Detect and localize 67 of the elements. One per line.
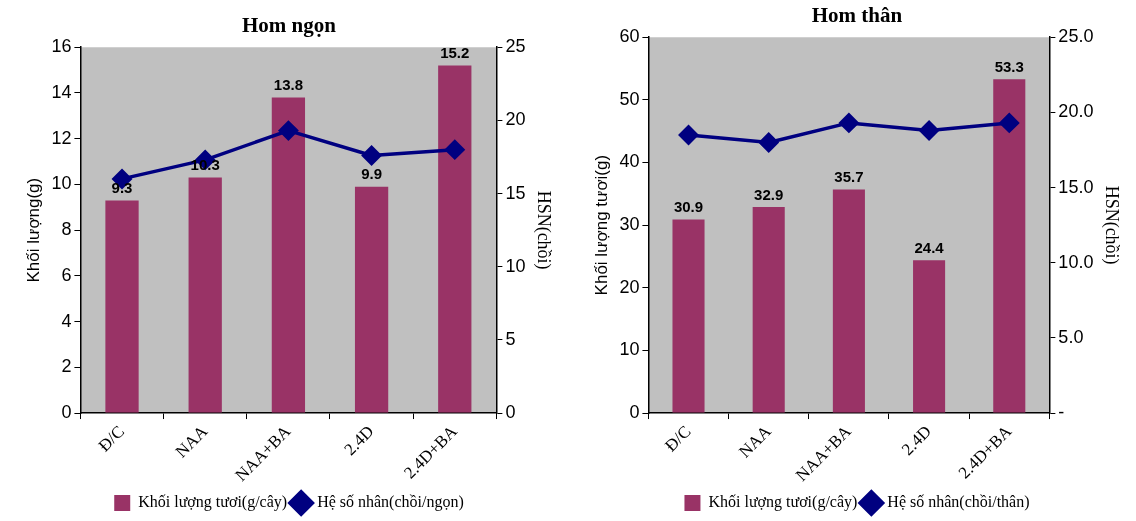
legend-label: Hệ số nhân(chồi/thân)	[887, 493, 1030, 512]
y2-tick-label: 25	[505, 36, 526, 57]
y-tick-label: 6	[61, 264, 72, 285]
bar	[752, 206, 785, 413]
y2-tick-label: 15	[505, 182, 526, 203]
y-tick-label: 2	[61, 356, 72, 377]
y2-tick-label: 5	[505, 328, 516, 349]
y2-tick-label: -	[1058, 402, 1065, 423]
data-label: 15.2	[440, 44, 470, 62]
y2-tick-label: 5.0	[1058, 326, 1084, 347]
data-label: 53.3	[994, 57, 1024, 75]
y-tick-label: 20	[619, 276, 640, 297]
y-tick-label: 60	[619, 26, 640, 47]
y2-tick-label: 20	[505, 109, 526, 130]
point	[839, 113, 859, 133]
y-tick-label: 10	[619, 339, 640, 360]
y2-tick-label: 15.0	[1058, 176, 1094, 197]
y-tick-label: 16	[51, 36, 72, 57]
y2-tick-label: 0	[505, 402, 516, 423]
y-axis-title: Khối lượng(g)	[23, 177, 43, 283]
legend-label: Khối lượng tươi(g/cây)	[138, 493, 288, 512]
point	[758, 132, 779, 153]
data-label: 9.9	[361, 165, 383, 183]
chart-title: Hom thân	[811, 3, 903, 28]
y2-axis-title: HSN(chồi)	[533, 190, 555, 270]
y-tick-label: 12	[51, 127, 72, 148]
y-axis-title: Khối lượng tươi(g)	[591, 154, 611, 296]
bar	[105, 200, 139, 413]
point	[999, 113, 1020, 133]
point	[919, 120, 939, 141]
y2-tick-label: 10	[505, 255, 526, 276]
y2-axis-title: HSN(chồi)	[1101, 185, 1123, 265]
point	[445, 139, 465, 160]
bar	[271, 97, 306, 413]
y2-tick-label: 10.0	[1058, 251, 1094, 272]
y-tick-label: 8	[61, 219, 72, 240]
bar	[354, 186, 389, 413]
data-label: 13.8	[273, 76, 303, 94]
y-tick-label: 4	[61, 310, 72, 331]
chart-title: Hom ngọn	[242, 13, 337, 38]
data-label: 24.4	[914, 238, 945, 256]
y2-tick-label: 25.0	[1058, 26, 1094, 47]
legend-label: Khối lượng tươi(g/cây)	[708, 493, 858, 512]
bar	[672, 219, 705, 413]
y-tick-label: 40	[619, 151, 640, 172]
data-label: 9.3	[111, 179, 133, 197]
data-label: 35.7	[834, 168, 864, 186]
bar	[913, 260, 946, 413]
point	[678, 125, 699, 145]
bar	[188, 177, 222, 413]
data-label: 32.9	[754, 185, 784, 203]
y-tick-label: 50	[619, 88, 640, 109]
y-tick-label: 0	[629, 402, 640, 423]
bar	[993, 79, 1026, 413]
bar	[832, 189, 865, 413]
x-tick-label: Đ/C	[661, 421, 695, 456]
y-tick-label: 30	[619, 214, 640, 235]
data-label: 30.9	[673, 198, 704, 216]
legend-label: Hệ số nhân(chồi/ngọn)	[317, 493, 464, 512]
bar	[438, 65, 472, 413]
y-tick-label: 14	[51, 81, 72, 102]
point	[361, 145, 382, 166]
y-tick-label: 10	[51, 173, 72, 194]
x-tick-label: Đ/C	[94, 421, 129, 456]
y-tick-label: 0	[61, 402, 72, 423]
point	[278, 120, 299, 141]
y2-tick-label: 20.0	[1058, 101, 1094, 122]
